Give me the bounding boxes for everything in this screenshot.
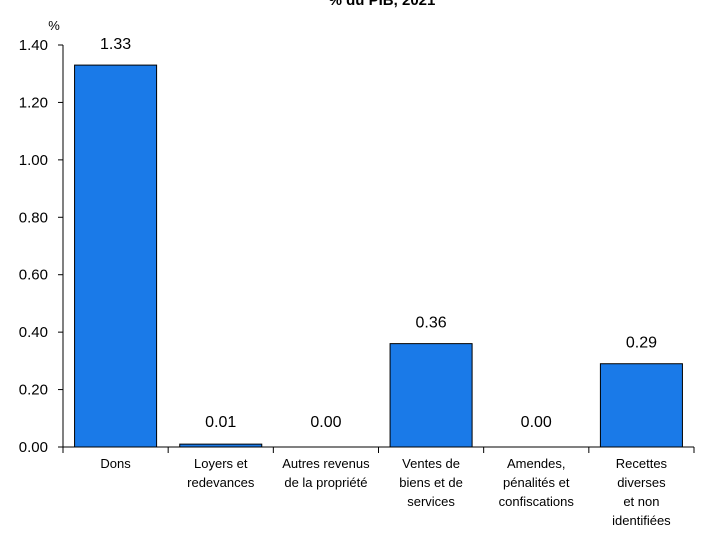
data-label: 0.29 xyxy=(626,335,657,352)
y-tick-label: 0.80 xyxy=(19,209,48,226)
y-axis: 0.00 0.20 0.40 0.60 0.80 1.00 1.20 1.40 xyxy=(19,37,64,456)
bar xyxy=(389,343,473,448)
data-label: 0.00 xyxy=(310,414,341,431)
x-category-label: Recettes diverses et non identifiées xyxy=(612,456,671,528)
data-label: 0.01 xyxy=(205,414,236,431)
x-category-label: Loyers et redevances xyxy=(187,456,255,490)
x-category-label: Amendes, pénalités et confiscations xyxy=(499,456,575,509)
bars xyxy=(74,64,683,448)
data-label: 1.33 xyxy=(100,36,131,53)
y-tick-label: 1.40 xyxy=(19,37,48,54)
y-tick-label: 1.00 xyxy=(19,152,48,169)
x-axis: Dons Loyers et redevances Autres revenus de … xyxy=(62,446,695,528)
data-labels: 1.33 0.01 0.00 0.36 0.00 0.29 xyxy=(100,36,657,431)
x-category-label: Ventes de biens et de services xyxy=(399,456,463,509)
y-tick-label: 0.00 xyxy=(19,439,48,456)
y-tick-label: 0.40 xyxy=(19,324,48,341)
data-label: 0.36 xyxy=(416,315,447,332)
x-category-label: Dons xyxy=(100,456,131,471)
y-axis-unit-label: % xyxy=(48,18,60,33)
data-label: 0.00 xyxy=(521,414,552,431)
y-tick-label: 1.20 xyxy=(19,94,48,111)
x-category-label: Autres revenus de la propriété xyxy=(282,456,370,490)
y-tick-label: 0.20 xyxy=(19,382,48,399)
y-tick-label: 0.60 xyxy=(19,267,48,284)
bar xyxy=(74,64,158,448)
bar xyxy=(599,363,683,448)
chart-title: % du PIB, 2021 xyxy=(329,0,436,9)
